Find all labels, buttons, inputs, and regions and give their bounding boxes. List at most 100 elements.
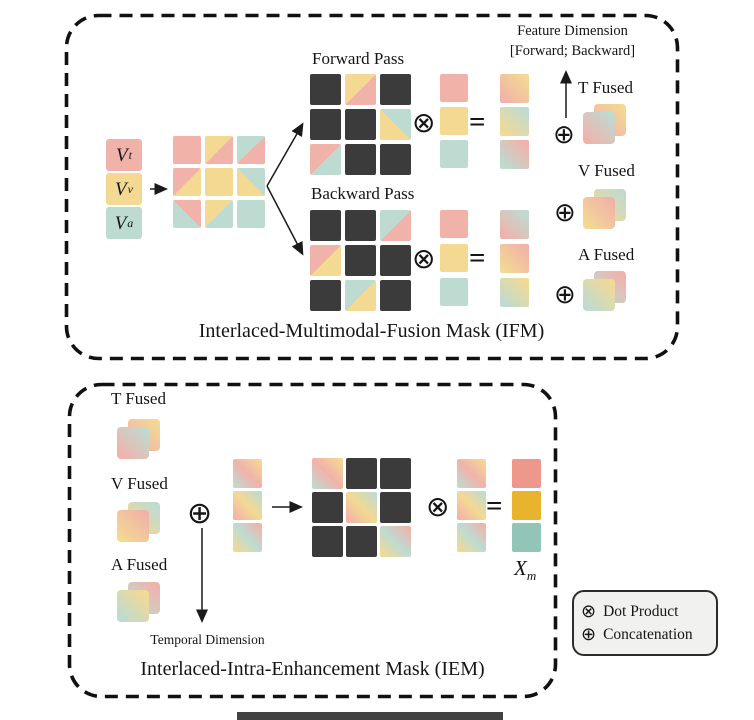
legend-row-dot-product: ⊗ Dot Product — [581, 600, 716, 622]
backward-result-vector — [500, 210, 529, 307]
backward-branch-arrow — [266, 185, 304, 256]
matrix-cell — [380, 144, 411, 175]
dot-product-icon: ⊗ — [581, 600, 597, 622]
matrix-cell — [310, 109, 341, 140]
matrix-cell — [380, 210, 411, 241]
ifm-dashed-box — [64, 13, 680, 361]
matrix-cell — [512, 523, 541, 552]
v-fused-pair — [117, 502, 161, 543]
matrix-cell — [173, 136, 201, 164]
iem-result-vector — [512, 459, 541, 552]
matrix-cell — [512, 459, 541, 488]
t-fused-label: T Fused — [111, 389, 166, 408]
matrix-cell — [500, 244, 529, 273]
matrix-cell — [345, 144, 376, 175]
t-fused-label: T Fused — [578, 78, 633, 97]
matrix-cell — [310, 245, 341, 276]
concatenation-icon: ⊕ — [554, 280, 576, 310]
matrix-cell — [440, 140, 468, 168]
matrix-cell — [345, 74, 376, 105]
matrix-cell — [440, 74, 468, 102]
fused-square-front — [117, 427, 149, 459]
backward-vector — [440, 210, 468, 306]
dot-product-icon: ⊗ — [412, 242, 436, 275]
dot-product-icon: ⊗ — [412, 106, 436, 139]
concatenation-icon: ⊕ — [187, 496, 213, 531]
matrix-cell — [380, 526, 411, 557]
fused-square-front — [583, 279, 615, 311]
iem-concat-column — [233, 459, 262, 552]
a-fused-label: A Fused — [578, 245, 635, 264]
forward-mask-matrix — [310, 74, 411, 175]
matrix-cell — [310, 280, 341, 311]
matrix-cell — [310, 74, 341, 105]
v-fused-label: V Fused — [578, 161, 635, 180]
v-fused-label: V Fused — [111, 474, 168, 493]
equals-sign: = — [469, 242, 486, 274]
matrix-cell — [380, 458, 411, 489]
fused-square-front — [117, 510, 149, 542]
matrix-cell — [312, 526, 343, 557]
matrix-cell — [310, 210, 341, 241]
matrix-cell — [380, 492, 411, 523]
matrix-cell — [457, 491, 486, 520]
matrix-cell — [237, 168, 265, 196]
a-fused-pair — [583, 271, 627, 312]
matrix-cell — [346, 492, 377, 523]
modality-symbol: V — [116, 144, 128, 166]
legend-row-concatenation: ⊕ Concatenation — [581, 623, 716, 645]
legend-box: ⊗ Dot Product ⊕ Concatenation — [572, 590, 718, 656]
matrix-cell — [500, 210, 529, 239]
matrix-cell — [237, 200, 265, 228]
matrix-cell — [440, 244, 468, 272]
legend-label: Concatenation — [603, 625, 693, 643]
matrix-cell — [500, 278, 529, 307]
iem-dashed-box — [67, 382, 558, 699]
backward-mask-matrix — [310, 210, 411, 311]
modality-subscript: v — [127, 182, 133, 196]
output-symbol-subscript: m — [526, 568, 537, 584]
forward-pass-label: Forward Pass — [312, 49, 405, 68]
matrix-cell — [173, 200, 201, 228]
t-fused-pair — [117, 419, 161, 460]
matrix-cell — [440, 107, 468, 135]
ifm-input-matrix — [173, 136, 265, 228]
fused-square-front — [583, 112, 615, 144]
iem-mask-matrix — [312, 458, 411, 557]
concatenation-icon: ⊕ — [581, 623, 597, 645]
v-fused-pair — [583, 189, 627, 230]
ifm-caption: Interlaced-Multimodal-Fusion Mask (IFM) — [198, 320, 545, 342]
equals-sign: = — [469, 106, 486, 138]
matrix-cell — [500, 140, 529, 169]
matrix-cell — [233, 523, 262, 552]
matrix-cell — [345, 109, 376, 140]
concatenation-icon: ⊕ — [553, 120, 575, 150]
matrix-cell — [205, 168, 233, 196]
modality-subscript: a — [127, 216, 134, 230]
matrix-cell — [440, 210, 468, 238]
matrix-cell — [205, 136, 233, 164]
forward-result-vector — [500, 74, 529, 169]
legend-label: Dot Product — [603, 602, 679, 620]
feature-dimension-line2: [Forward; Backward] — [509, 42, 636, 59]
modality-symbol: V — [114, 212, 127, 234]
matrix-cell — [440, 278, 468, 306]
iem-vector — [457, 459, 486, 552]
t-fused-pair — [583, 104, 627, 145]
matrix-cell — [500, 74, 529, 103]
iem-caption: Interlaced-Intra-Enhancement Mask (IEM) — [140, 658, 485, 680]
matrix-cell — [380, 109, 411, 140]
matrix-cell — [346, 526, 377, 557]
matrix-cell — [233, 491, 262, 520]
a-fused-label: A Fused — [111, 555, 168, 574]
page-edge-bar — [237, 712, 503, 720]
matrix-cell — [312, 458, 343, 489]
matrix-cell — [380, 74, 411, 105]
fused-square-front — [583, 197, 615, 229]
feature-dimension-label: Feature Dimension [Forward; Backward] — [470, 22, 675, 61]
